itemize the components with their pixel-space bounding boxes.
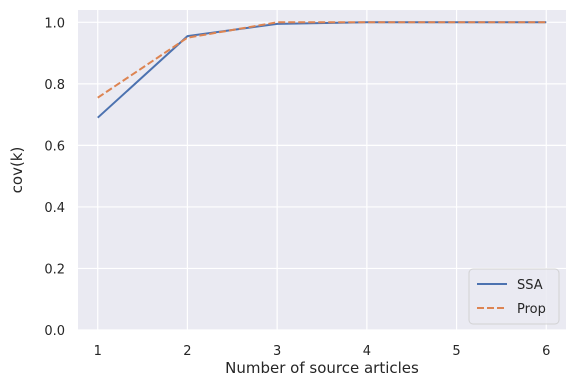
- x-tick-labels: 1 2 3 4 5 6: [94, 344, 551, 359]
- legend-box: [468, 268, 560, 325]
- y-tick-label: 0.6: [44, 139, 65, 154]
- y-tick-labels: 0.0 0.2 0.4 0.6 0.8 1.0: [44, 16, 65, 339]
- x-tick-label: 4: [363, 344, 371, 359]
- legend: SSA Prop: [468, 268, 560, 325]
- x-tick-label: 1: [94, 344, 102, 359]
- legend-label-ssa: SSA: [517, 278, 543, 293]
- x-tick-label: 6: [542, 344, 550, 359]
- legend-label-prop: Prop: [517, 302, 546, 317]
- x-tick-label: 3: [273, 344, 281, 359]
- y-tick-label: 0.8: [44, 78, 65, 93]
- x-tick-label: 5: [452, 344, 460, 359]
- grid: [78, 10, 566, 331]
- y-tick-label: 0.0: [44, 324, 65, 339]
- y-tick-label: 0.2: [44, 262, 65, 277]
- series-lines: [97, 21, 547, 119]
- x-tick-label: 2: [183, 344, 191, 359]
- x-axis-label: Number of source articles: [225, 359, 419, 377]
- series-line-prop: [97, 21, 547, 99]
- y-tick-label: 0.4: [44, 201, 65, 216]
- y-tick-label: 1.0: [44, 16, 65, 31]
- y-axis-label: cov(k): [8, 147, 26, 194]
